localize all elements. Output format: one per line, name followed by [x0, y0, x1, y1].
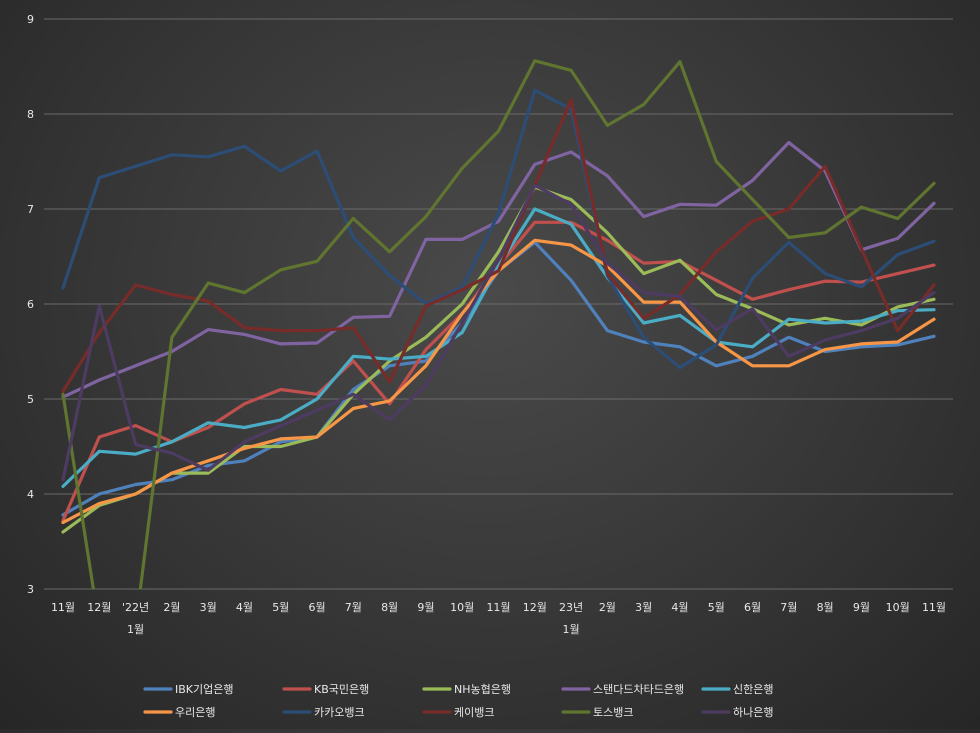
x-tick-label: 7월 — [345, 601, 362, 614]
x-tick-label: '22년 — [122, 601, 149, 614]
legend-label: 카카오뱅크 — [314, 706, 365, 719]
x-tick-label: 11월 — [51, 601, 75, 614]
legend-label: NH농협은행 — [454, 683, 511, 696]
legend-label: 스탠다드차타드은행 — [593, 683, 684, 696]
legend-label: 하나은행 — [733, 705, 773, 719]
x-tick-label: 8월 — [381, 601, 398, 614]
x-tick-label: 4월 — [671, 601, 688, 614]
x-tick-label: 3월 — [200, 601, 217, 614]
series-line — [61, 88, 936, 370]
x-tick-label: 12월 — [523, 601, 547, 614]
legend-label: IBK기업은행 — [175, 683, 233, 696]
x-tick-label: 12월 — [87, 601, 111, 614]
y-tick-label: 5 — [27, 393, 34, 406]
series-line — [61, 207, 936, 488]
x-tick-label: 10월 — [886, 601, 910, 614]
legend-label: 신한은행 — [733, 683, 773, 696]
y-tick-label: 7 — [27, 203, 34, 216]
x-tick-label: 11월 — [486, 601, 510, 614]
legend-label: KB국민은행 — [314, 683, 369, 696]
y-tick-label: 9 — [27, 13, 34, 26]
x-tick-label: 2월 — [163, 601, 180, 614]
x-tick-label: 9월 — [853, 601, 870, 614]
legend-label: 토스뱅크 — [593, 706, 633, 719]
legend-label: 우리은행 — [175, 706, 215, 719]
y-tick-label: 6 — [27, 298, 34, 311]
y-axis-ticks: 3 4 5 6 7 8 9 — [27, 13, 34, 596]
series-line — [61, 140, 936, 399]
x-tick-label: 1월 — [127, 623, 144, 636]
y-tick-label: 8 — [27, 108, 34, 121]
x-tick-label: 9월 — [417, 601, 434, 614]
x-tick-label: 4월 — [236, 601, 253, 614]
x-tick-label: 6월 — [744, 601, 761, 614]
x-tick-label: 5월 — [272, 601, 289, 614]
legend-label: 케이뱅크 — [454, 706, 494, 719]
series-line — [61, 98, 936, 393]
x-tick-label: 7월 — [780, 601, 797, 614]
x-tick-label: 5월 — [708, 601, 725, 614]
series-line — [61, 183, 936, 482]
series-lines — [61, 59, 936, 589]
gridlines — [44, 18, 953, 590]
x-tick-label: 10월 — [450, 601, 474, 614]
x-tick-label: 6월 — [308, 601, 325, 614]
y-tick-label: 3 — [27, 583, 34, 596]
y-tick-label: 4 — [27, 488, 34, 501]
x-tick-label: 11월 — [922, 601, 946, 614]
x-tick-label: 8월 — [817, 601, 834, 614]
x-tick-label: 2월 — [599, 601, 616, 614]
x-axis-ticks: 11월 12월 '22년 1월 2월 3월 4월 5월 6월 7월 8월 9월 10월 11월 12월 23년… — [51, 601, 946, 636]
series-line — [61, 59, 936, 589]
series-line — [61, 185, 936, 534]
series-line — [61, 238, 936, 525]
x-tick-label: 23년 — [559, 601, 583, 614]
x-tick-label: 1월 — [563, 623, 580, 636]
x-tick-label: 3월 — [635, 601, 652, 614]
